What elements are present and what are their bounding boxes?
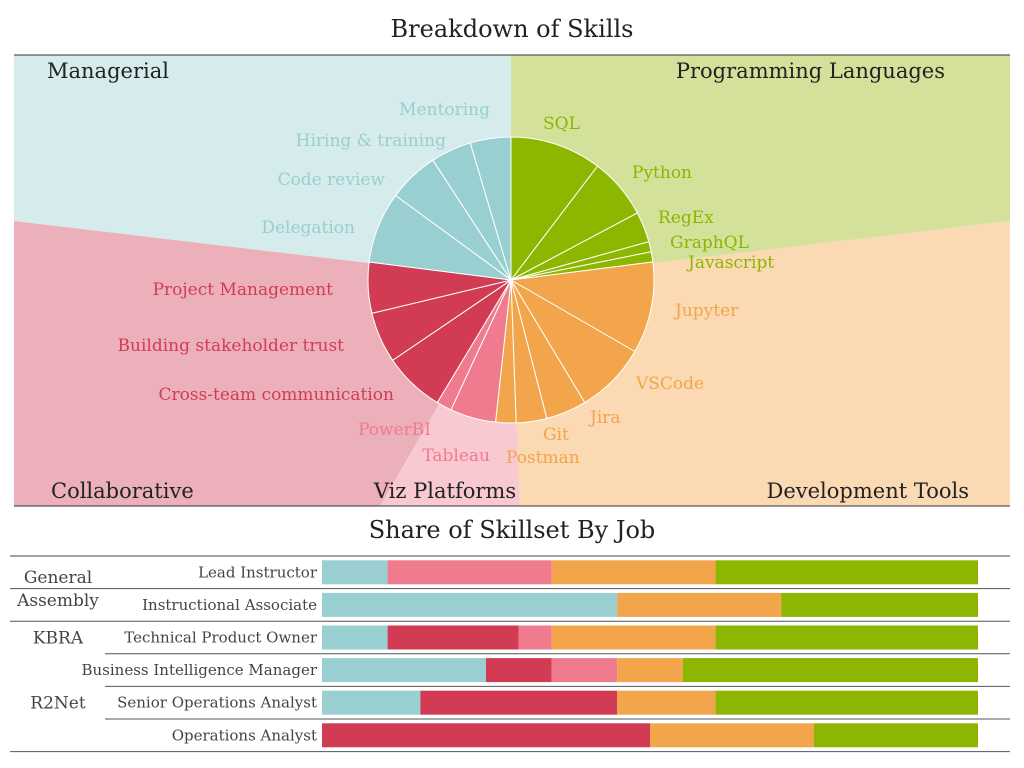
bar-segment-collaborative bbox=[322, 723, 650, 748]
bar-segment-programming-languages bbox=[781, 592, 978, 617]
region-label-viz-platforms: Viz Platforms bbox=[373, 479, 516, 503]
slice-label-regex: RegEx bbox=[658, 208, 714, 228]
group-label-general-assembly: General bbox=[24, 568, 92, 588]
bar-segment-programming-languages bbox=[715, 625, 978, 650]
bar-title: Share of Skillset By Job bbox=[369, 516, 656, 544]
slice-label-powerbi: PowerBI bbox=[358, 420, 431, 440]
bar-segment-development-tools bbox=[551, 625, 716, 650]
bar-segment-viz-platforms bbox=[518, 625, 552, 650]
slice-label-graphql: GraphQL bbox=[670, 233, 749, 253]
bar-segment-programming-languages bbox=[682, 658, 978, 683]
bar-segment-managerial bbox=[322, 560, 388, 585]
slice-label-postman: Postman bbox=[506, 448, 580, 468]
slice-label-project-management: Project Management bbox=[153, 280, 334, 300]
bar-segment-managerial bbox=[322, 592, 618, 617]
row-label-business-intelligence-manager: Business Intelligence Manager bbox=[81, 661, 317, 679]
row-label-senior-operations-analyst: Senior Operations Analyst bbox=[117, 694, 317, 712]
bar-segment-development-tools bbox=[551, 560, 716, 585]
row-label-lead-instructor: Lead Instructor bbox=[198, 563, 318, 581]
slice-label-vscode: VSCode bbox=[635, 374, 704, 394]
region-label-programming-languages: Programming Languages bbox=[676, 59, 945, 83]
region-label-development-tools: Development Tools bbox=[767, 479, 970, 503]
bar-segment-viz-platforms bbox=[551, 658, 618, 683]
pie-slice-jupyter bbox=[509, 261, 655, 353]
slice-label-building-stakeholder-trust: Building stakeholder trust bbox=[118, 336, 345, 356]
slice-label-tableau: Tableau bbox=[422, 446, 490, 466]
slice-label-git: Git bbox=[543, 425, 569, 445]
slice-label-sql: SQL bbox=[543, 114, 580, 134]
slice-label-jupyter: Jupyter bbox=[673, 301, 739, 321]
bar-segment-development-tools bbox=[617, 690, 716, 715]
bar-segment-collaborative bbox=[387, 625, 519, 650]
bar-segment-programming-languages bbox=[814, 723, 978, 748]
group-label-general-assembly: Assembly bbox=[16, 591, 99, 611]
bar-segment-collaborative bbox=[420, 690, 618, 715]
row-label-operations-analyst: Operations Analyst bbox=[172, 726, 317, 744]
group-label-kbra: KBRA bbox=[33, 629, 84, 649]
slice-label-delegation: Delegation bbox=[261, 218, 355, 238]
row-label-instructional-associate: Instructional Associate bbox=[142, 596, 317, 614]
bar-segment-managerial bbox=[322, 625, 388, 650]
group-label-r2net: R2Net bbox=[30, 694, 86, 714]
slice-label-javascript: Javascript bbox=[686, 253, 774, 273]
pie-title: Breakdown of Skills bbox=[391, 15, 634, 43]
bar-segment-managerial bbox=[322, 690, 421, 715]
slice-label-python: Python bbox=[632, 163, 692, 183]
bar-segment-development-tools bbox=[617, 592, 782, 617]
bar-segment-collaborative bbox=[486, 658, 552, 683]
bar-segment-viz-platforms bbox=[387, 560, 552, 585]
bar-segment-managerial bbox=[322, 658, 486, 683]
bar-segment-programming-languages bbox=[715, 560, 978, 585]
slice-label-code-review: Code review bbox=[278, 170, 386, 190]
slice-label-jira: Jira bbox=[588, 408, 621, 428]
pie-slice-sql bbox=[510, 136, 599, 282]
slice-label-hiring-training: Hiring & training bbox=[296, 131, 446, 151]
region-label-collaborative: Collaborative bbox=[51, 479, 194, 503]
region-label-managerial: Managerial bbox=[47, 59, 169, 83]
slice-label-cross-team-communication: Cross-team communication bbox=[158, 385, 394, 405]
bar-segment-programming-languages bbox=[715, 690, 978, 715]
row-label-technical-product-owner: Technical Product Owner bbox=[124, 629, 318, 647]
pie-slice-mentoring bbox=[469, 136, 512, 281]
slice-label-mentoring: Mentoring bbox=[399, 100, 490, 120]
bar-segment-development-tools bbox=[650, 723, 814, 748]
bar-segment-development-tools bbox=[617, 658, 683, 683]
